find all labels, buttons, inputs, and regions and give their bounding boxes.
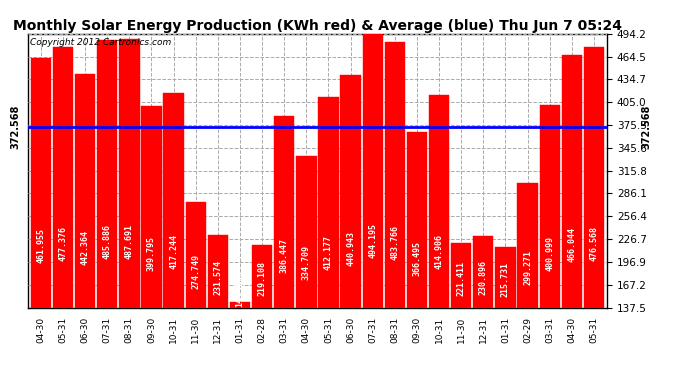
Text: 442.364: 442.364: [81, 230, 90, 266]
Bar: [274, 117, 295, 308]
Bar: [340, 75, 361, 308]
Text: 231.574: 231.574: [213, 260, 222, 294]
Text: 440.943: 440.943: [346, 231, 355, 266]
Text: 400.999: 400.999: [545, 236, 554, 271]
Text: 417.244: 417.244: [169, 234, 178, 269]
Bar: [30, 58, 51, 308]
Text: 412.177: 412.177: [324, 234, 333, 270]
Text: 274.749: 274.749: [191, 254, 200, 288]
Bar: [429, 94, 449, 308]
Text: 372.568: 372.568: [10, 105, 21, 149]
Text: 366.495: 366.495: [413, 241, 422, 276]
Text: 230.896: 230.896: [479, 260, 488, 295]
Bar: [75, 74, 95, 308]
Bar: [407, 132, 427, 308]
Text: 466.044: 466.044: [567, 227, 576, 262]
Text: 144.485: 144.485: [235, 272, 244, 306]
Bar: [384, 42, 405, 308]
Text: 399.795: 399.795: [147, 236, 156, 271]
Text: 215.731: 215.731: [501, 262, 510, 297]
Text: 461.955: 461.955: [37, 228, 46, 262]
Text: 477.376: 477.376: [59, 225, 68, 261]
Bar: [141, 106, 161, 307]
Text: 494.195: 494.195: [368, 223, 377, 258]
Text: 372.568: 372.568: [641, 105, 651, 149]
Bar: [230, 302, 250, 307]
Bar: [252, 245, 273, 308]
Bar: [562, 56, 582, 308]
Bar: [584, 47, 604, 308]
Bar: [473, 236, 493, 308]
Text: 485.886: 485.886: [103, 224, 112, 260]
Bar: [518, 183, 538, 308]
Bar: [362, 34, 383, 308]
Bar: [53, 46, 73, 308]
Text: 299.271: 299.271: [523, 250, 532, 285]
Bar: [208, 235, 228, 308]
Text: 414.906: 414.906: [435, 234, 444, 269]
Bar: [318, 97, 339, 308]
Text: Copyright 2012 Cartronics.com: Copyright 2012 Cartronics.com: [30, 38, 172, 47]
Bar: [451, 243, 471, 308]
Bar: [540, 105, 560, 308]
Text: 219.108: 219.108: [257, 261, 266, 296]
Text: 221.411: 221.411: [457, 261, 466, 296]
Text: 483.766: 483.766: [391, 225, 400, 260]
Bar: [119, 39, 139, 308]
Text: 487.691: 487.691: [125, 224, 134, 259]
Text: 476.568: 476.568: [589, 226, 598, 261]
Text: 334.709: 334.709: [302, 245, 310, 280]
Bar: [97, 40, 117, 308]
Text: 386.447: 386.447: [279, 238, 288, 273]
Bar: [495, 248, 515, 308]
Bar: [296, 156, 317, 308]
Bar: [164, 93, 184, 308]
Title: Monthly Solar Energy Production (KWh red) & Average (blue) Thu Jun 7 05:24: Monthly Solar Energy Production (KWh red…: [13, 19, 622, 33]
Bar: [186, 202, 206, 308]
